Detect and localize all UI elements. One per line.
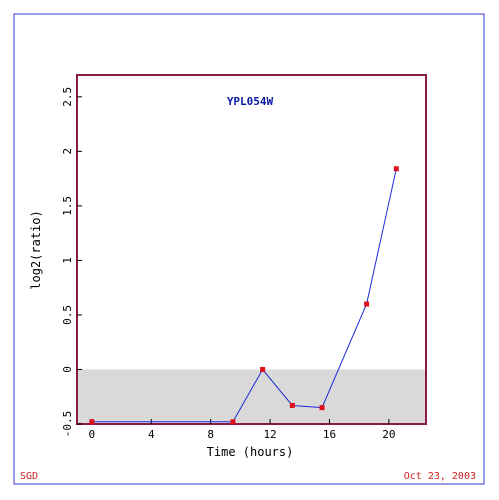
y-tick-label: 1.5	[61, 196, 74, 216]
x-tick-label: 0	[89, 428, 96, 441]
x-axis-label: Time (hours)	[207, 445, 294, 459]
data-point	[89, 419, 95, 425]
x-tick-label: 4	[148, 428, 155, 441]
y-axis-ticks: -0.5 0 0.5 1 1.5 2 2.5	[61, 87, 82, 437]
y-tick-label: 2.5	[61, 87, 74, 107]
x-tick-label: 12	[263, 428, 276, 441]
y-tick-label: 1	[61, 257, 74, 264]
y-tick-label: -0.5	[61, 411, 74, 438]
series-markers	[89, 166, 399, 425]
chart-title: YPL054W	[227, 95, 274, 108]
footer-date: Oct 23, 2003	[404, 471, 476, 482]
data-point	[364, 301, 370, 307]
data-point	[289, 402, 295, 408]
x-tick-label: 20	[382, 428, 395, 441]
data-point	[230, 419, 236, 425]
x-tick-label: 16	[323, 428, 336, 441]
data-point	[260, 366, 266, 372]
x-tick-label: 8	[207, 428, 214, 441]
y-tick-label: 2	[61, 148, 74, 155]
x-axis-ticks: 0 4 8 12 16 20	[89, 419, 395, 441]
shaded-band	[77, 369, 426, 424]
footer-source: SGD	[20, 471, 38, 482]
data-point	[319, 405, 325, 411]
data-point	[393, 166, 399, 172]
outer-frame	[13, 13, 485, 485]
plot-area-border	[76, 74, 427, 425]
y-axis-label: log2(ratio)	[29, 210, 43, 289]
y-tick-label: 0	[61, 366, 74, 373]
y-tick-label: 0.5	[61, 305, 74, 325]
